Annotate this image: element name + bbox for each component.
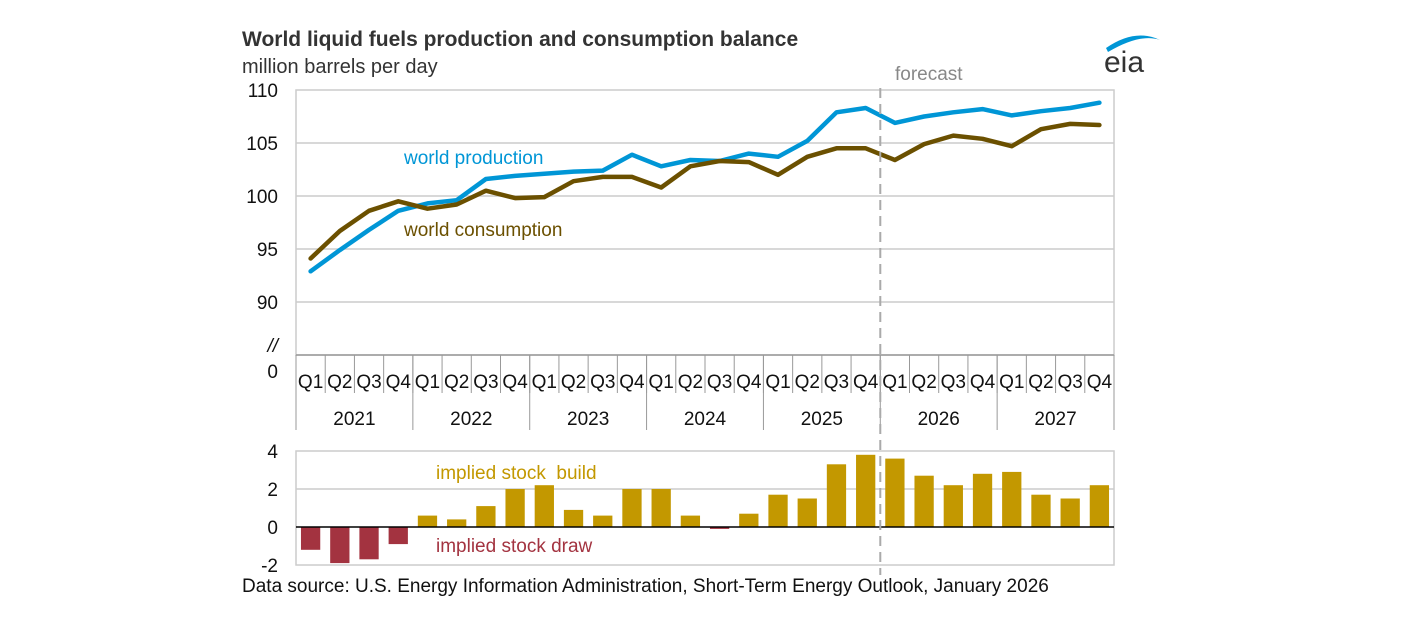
year-label: 2023 (567, 409, 609, 430)
quarter-label: Q3 (590, 372, 615, 393)
axis-break-symbol: // (265, 336, 279, 357)
quarter-label: Q2 (678, 372, 703, 393)
bar-stock-build (476, 506, 496, 527)
quarter-label: Q2 (795, 372, 820, 393)
quarter-label: Q2 (561, 372, 586, 393)
bar-stock-build (885, 458, 905, 527)
top-y-tick-label: 95 (257, 240, 278, 261)
bottom-y-tick-label: -2 (261, 556, 278, 577)
quarter-label: Q1 (648, 372, 673, 393)
bar-stock-build (593, 515, 613, 527)
annotation-stock-build: implied stock build (436, 463, 597, 484)
quarter-label: Q2 (444, 372, 469, 393)
bar-stock-build (1060, 498, 1080, 527)
quarter-label: Q1 (999, 372, 1024, 393)
bar-stock-build (972, 473, 993, 527)
quarter-label: Q1 (415, 372, 440, 393)
forecast-label: forecast (895, 64, 963, 85)
bar-stock-draw (300, 527, 321, 550)
bar-stock-build (447, 519, 467, 527)
year-label: 2025 (801, 409, 843, 430)
top-series (308, 100, 1102, 274)
quarter-label: Q4 (619, 372, 645, 393)
year-label: 2024 (684, 409, 727, 430)
bar-stock-build (826, 464, 847, 527)
bar-stock-build (1002, 471, 1022, 527)
bar-stock-draw (388, 527, 408, 545)
bar-stock-build (680, 515, 701, 527)
bar-stock-draw (359, 527, 379, 560)
year-label: 2027 (1034, 409, 1076, 430)
quarter-label: Q4 (736, 372, 762, 393)
bar-stock-draw (330, 527, 350, 564)
top-y-tick-label: 100 (246, 187, 278, 208)
bar-stock-build (768, 494, 788, 527)
bottom-y-tick-label: 4 (267, 442, 278, 463)
quarter-label: Q1 (765, 372, 790, 393)
top-y-axis: 110 105 100 95 90 // 0 (246, 81, 279, 383)
quarter-label: Q1 (298, 372, 323, 393)
quarter-label: Q4 (853, 372, 879, 393)
bottom-y-axis: 4 2 0 -2 (261, 442, 278, 577)
quarter-label: Q3 (941, 372, 966, 393)
chart-subtitle: million barrels per day (242, 56, 438, 78)
bar-stock-draw (709, 527, 730, 529)
year-label: 2022 (450, 409, 492, 430)
bar-stock-build (856, 454, 876, 527)
year-label: 2021 (333, 409, 375, 430)
bar-stock-build (534, 485, 554, 527)
chart-title: World liquid fuels production and consum… (242, 28, 798, 51)
eia-logo-text: eia (1104, 46, 1144, 79)
quarter-label: Q4 (970, 372, 996, 393)
top-plot-grid (295, 89, 1115, 356)
top-y-tick-label: 110 (248, 81, 278, 102)
quarter-label: Q2 (911, 372, 936, 393)
legend-world-production: world production (403, 148, 543, 169)
bar-stock-build (651, 489, 671, 527)
bar-stock-build (943, 485, 963, 527)
bottom-y-tick-label: 2 (267, 480, 278, 501)
bottom-bars (296, 454, 1114, 564)
bar-stock-build (417, 515, 438, 527)
annotation-stock-draw: implied stock draw (436, 536, 593, 557)
series-line-world-consumption (308, 121, 1102, 261)
quarter-label: Q2 (1028, 372, 1053, 393)
top-y-zero-label: 0 (267, 362, 278, 383)
eia-logo: eia (1104, 35, 1160, 79)
top-y-tick-label: 105 (246, 134, 278, 155)
bar-stock-build (739, 513, 759, 527)
data-source-note: Data source: U.S. Energy Information Adm… (242, 576, 1049, 597)
quarter-label: Q4 (386, 372, 412, 393)
quarter-label: Q3 (473, 372, 498, 393)
bar-stock-build (622, 489, 642, 527)
quarter-label: Q2 (327, 372, 352, 393)
top-y-tick-label: 90 (257, 293, 278, 314)
quarter-label: Q1 (882, 372, 907, 393)
quarter-label: Q3 (356, 372, 381, 393)
x-axis: Q1 Q2 Q3 Q4 Q1 Q2 Q3 Q4 Q1 Q2 Q3 Q4 Q1 Q2 Q3 Q4 Q1 Q2 Q3 Q4… (295, 354, 1115, 430)
legend-world-consumption: world consumption (403, 220, 562, 241)
quarter-label: Q3 (707, 372, 732, 393)
bar-stock-build (914, 475, 934, 527)
quarter-label: Q4 (1087, 372, 1113, 393)
bottom-plot-frame (295, 450, 1115, 566)
bar-stock-build (563, 509, 584, 527)
bar-stock-build (1089, 485, 1110, 527)
series-line-world-production (308, 100, 1102, 274)
bar-stock-build (505, 489, 525, 527)
bar-stock-build (1031, 494, 1051, 527)
eia-logo-swoosh-icon (1106, 35, 1160, 52)
quarter-label: Q3 (824, 372, 849, 393)
bottom-y-tick-label: 0 (267, 518, 278, 539)
quarter-label: Q3 (1057, 372, 1082, 393)
quarter-label: Q4 (502, 372, 528, 393)
quarter-label: Q1 (532, 372, 557, 393)
bar-stock-build (797, 498, 817, 527)
year-label: 2026 (918, 409, 960, 430)
